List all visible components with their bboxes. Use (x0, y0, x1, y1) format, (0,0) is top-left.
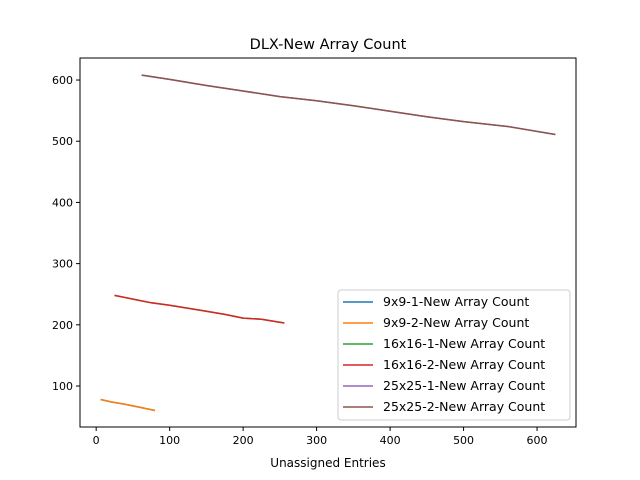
y-tick-label: 500 (52, 135, 73, 148)
x-tick-label: 100 (159, 434, 180, 447)
x-tick-label: 600 (527, 434, 548, 447)
y-tick-label: 600 (52, 74, 73, 87)
y-tick-label: 100 (52, 380, 73, 393)
series-line-3 (114, 294, 285, 324)
legend-label: 9x9-2-New Array Count (383, 315, 529, 330)
x-tick-label: 400 (380, 434, 401, 447)
legend-label: 9x9-1-New Array Count (383, 294, 529, 309)
series-line-5 (141, 74, 556, 136)
legend: 9x9-1-New Array Count 9x9-2-New Array Cou… (337, 289, 571, 421)
y-tick-label: 300 (52, 258, 73, 271)
x-axis-label: Unassigned Entries (270, 456, 385, 470)
x-tick-label: 300 (306, 434, 327, 447)
legend-label: 16x16-1-New Array Count (383, 336, 545, 351)
x-tick-label: 200 (233, 434, 254, 447)
axes-layer: 0 100 200 300 400 500 600 100 200 300 400 500 600 (52, 74, 548, 447)
legend-label: 16x16-2-New Array Count (383, 357, 545, 372)
series-line-1 (100, 398, 156, 412)
chart-title: DLX-New Array Count (250, 37, 407, 53)
y-tick-label: 400 (52, 196, 73, 209)
x-tick-label: 500 (453, 434, 474, 447)
x-tick-label: 0 (93, 434, 100, 447)
legend-entries: 9x9-1-New Array Count 9x9-2-New Array Cou… (343, 294, 545, 414)
series-layer (100, 74, 556, 412)
legend-label: 25x25-1-New Array Count (383, 378, 545, 393)
y-tick-label: 200 (52, 319, 73, 332)
legend-label: 25x25-2-New Array Count (383, 399, 545, 414)
legend-frame (337, 289, 571, 421)
plot-area-frame (79, 57, 577, 428)
